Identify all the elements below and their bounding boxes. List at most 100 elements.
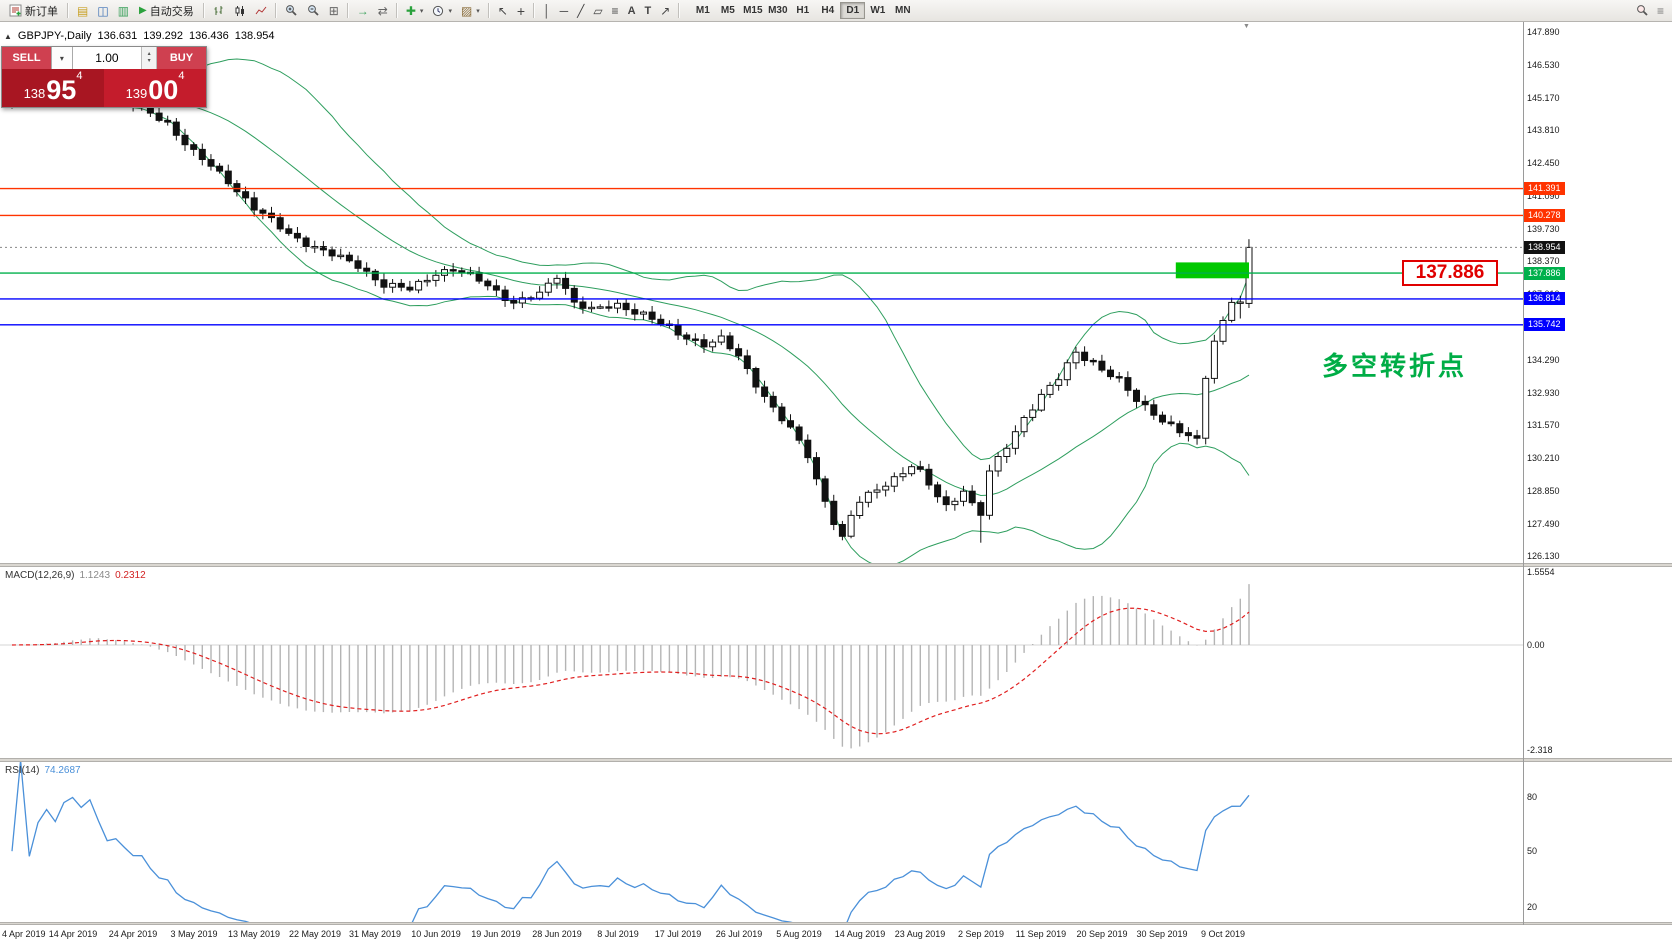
date-axis[interactable]: 4 Apr 2019 14 Apr 2019 24 Apr 2019 3 May 20… bbox=[0, 925, 1672, 945]
zoom-in-button[interactable] bbox=[281, 1, 302, 20]
arrows-tool-button[interactable]: ↗ bbox=[656, 1, 674, 20]
price-tick: 126.130 bbox=[1527, 551, 1560, 561]
ohlc-high: 139.292 bbox=[143, 30, 184, 42]
market-watch-button[interactable]: ◫ bbox=[93, 1, 112, 20]
timeframe-button-w1[interactable]: W1 bbox=[865, 2, 890, 19]
chart-shift-marker-icon[interactable]: ▼ bbox=[1243, 23, 1250, 30]
ask-figure: 139 bbox=[125, 86, 148, 101]
auto-scroll-button[interactable]: → bbox=[353, 1, 373, 20]
chart-shift-button[interactable]: ⇄ bbox=[374, 1, 392, 20]
channel-tool-button[interactable]: ▱ bbox=[589, 1, 606, 20]
rsi-scale-20: 20 bbox=[1527, 902, 1538, 912]
date-tick: 23 Aug 2019 bbox=[894, 929, 946, 939]
bar-chart-mode-button[interactable] bbox=[209, 1, 229, 20]
price-tick: 141.090 bbox=[1527, 191, 1560, 201]
rsi-line bbox=[11, 762, 1250, 922]
text-tool-button[interactable]: A bbox=[624, 1, 640, 20]
price-callout-137886[interactable]: 137.886 bbox=[1402, 260, 1498, 286]
panel-divider[interactable] bbox=[0, 922, 1672, 925]
timeframe-button-mn[interactable]: MN bbox=[890, 2, 915, 19]
clock-icon bbox=[433, 5, 444, 16]
list-icon: ≡ bbox=[1656, 3, 1664, 18]
periods-button[interactable]: ▾ bbox=[428, 1, 456, 20]
rsi-chart[interactable] bbox=[0, 762, 1523, 922]
bid-price-display[interactable]: 138 95 4 bbox=[2, 69, 104, 107]
timeframe-button-h4[interactable]: H4 bbox=[815, 2, 840, 19]
auto-trading-label: 自动交易 bbox=[149, 5, 194, 18]
zoom-in-icon bbox=[285, 5, 297, 16]
price-level-tag: 136.814 bbox=[1524, 292, 1565, 305]
line-chart-mode-button[interactable] bbox=[251, 1, 271, 20]
bid-pip: 4 bbox=[76, 70, 83, 82]
price-chart[interactable] bbox=[0, 22, 1523, 563]
date-tick: 28 Jun 2019 bbox=[532, 929, 582, 939]
stepper-up-icon[interactable]: ▴ bbox=[147, 51, 151, 57]
trendline-tool-button[interactable]: ╱ bbox=[573, 1, 588, 20]
order-options-dropdown[interactable]: ▾ bbox=[51, 47, 73, 69]
annotation-text[interactable]: 多空转折点 bbox=[1322, 351, 1468, 381]
price-tick: 139.730 bbox=[1527, 224, 1560, 234]
cursor-icon: ↖ bbox=[497, 3, 508, 18]
rsi-scale-80: 80 bbox=[1527, 792, 1538, 802]
candlestick-mode-button[interactable] bbox=[230, 1, 250, 20]
volume-input[interactable]: 1.00 bbox=[72, 47, 142, 69]
timeframe-button-m30[interactable]: M30 bbox=[765, 2, 790, 19]
text-label-tool-button[interactable]: T bbox=[641, 1, 656, 20]
line-chart-icon bbox=[255, 6, 267, 14]
timeframe-button-m1[interactable]: M1 bbox=[690, 2, 715, 19]
timeframe-button-m5[interactable]: M5 bbox=[715, 2, 740, 19]
cursor-button[interactable]: ↖ bbox=[494, 1, 512, 20]
price-tick: 128.850 bbox=[1527, 486, 1560, 496]
date-tick: 13 May 2019 bbox=[227, 929, 281, 939]
macd-label: MACD(12,26,9) 1.1243 0.2312 bbox=[5, 570, 146, 581]
vertical-line-tool-button[interactable]: │ bbox=[539, 1, 555, 20]
price-tick: 142.450 bbox=[1527, 158, 1560, 168]
macd-chart[interactable] bbox=[0, 567, 1523, 758]
volume-stepper[interactable]: ▴ ▾ bbox=[141, 47, 157, 69]
crosshair-icon: + bbox=[516, 2, 526, 19]
bid-figure: 138 bbox=[23, 86, 46, 101]
one-click-collapse-icon[interactable]: ▲ bbox=[4, 31, 12, 41]
horizontal-line-icon: ─ bbox=[559, 3, 569, 18]
timeframe-button-d1[interactable]: D1 bbox=[840, 2, 866, 19]
auto-scroll-icon: → bbox=[356, 3, 369, 18]
panel-divider[interactable] bbox=[0, 758, 1672, 762]
highlight-zone[interactable] bbox=[1175, 262, 1249, 279]
date-tick: 10 Jun 2019 bbox=[411, 929, 461, 939]
price-tick: 134.290 bbox=[1527, 355, 1560, 365]
price-tick: 132.930 bbox=[1527, 388, 1560, 398]
date-tick: 17 Jul 2019 bbox=[654, 929, 702, 939]
ask-price-display[interactable]: 139 00 4 bbox=[104, 69, 206, 107]
toolbar-separator bbox=[346, 3, 349, 18]
date-tick: 2 Sep 2019 bbox=[957, 929, 1005, 939]
timeframe-button-h1[interactable]: H1 bbox=[790, 2, 815, 19]
data-window-button[interactable]: ▥ bbox=[114, 1, 133, 20]
toolbar-separator bbox=[395, 3, 398, 18]
buy-button[interactable]: BUY bbox=[156, 47, 206, 69]
tile-windows-button[interactable]: ⊞ bbox=[325, 1, 343, 20]
candlestick-series bbox=[8, 79, 1253, 543]
toolbar-separator bbox=[67, 3, 69, 18]
indicators-button[interactable]: ✚ ▾ bbox=[402, 1, 428, 20]
auto-trading-button[interactable]: ▶ 自动交易 bbox=[134, 1, 199, 20]
profiles-button[interactable]: ▤ bbox=[73, 1, 92, 20]
quotes-list-button[interactable]: ≡ bbox=[1653, 1, 1668, 20]
crosshair-button[interactable]: + bbox=[513, 1, 529, 20]
one-click-trading-panel: SELL ▾ 1.00 ▴ ▾ BUY 138 95 4 139 00 4 bbox=[1, 46, 207, 108]
panel-divider[interactable] bbox=[0, 563, 1672, 567]
new-order-button[interactable]: 新订单 bbox=[4, 1, 63, 20]
data-window-icon: ▥ bbox=[117, 3, 130, 18]
horizontal-line-tool-button[interactable]: ─ bbox=[556, 1, 573, 20]
stepper-down-icon[interactable]: ▾ bbox=[147, 58, 151, 64]
symbol-title: GBPJPY-,Daily bbox=[17, 30, 92, 42]
search-button[interactable] bbox=[1632, 1, 1653, 20]
fibonacci-tool-button[interactable]: ≡ bbox=[608, 1, 623, 20]
date-tick: 4 Apr 2019 bbox=[2, 929, 46, 939]
timeframe-button-m15[interactable]: M15 bbox=[740, 2, 765, 19]
zoom-out-button[interactable] bbox=[303, 1, 324, 20]
search-icon bbox=[1637, 5, 1648, 16]
rsi-value: 74.2687 bbox=[44, 765, 81, 776]
price-tick: 131.570 bbox=[1527, 420, 1560, 430]
sell-button[interactable]: SELL bbox=[2, 47, 52, 69]
templates-button[interactable]: ▨ ▾ bbox=[457, 1, 484, 20]
